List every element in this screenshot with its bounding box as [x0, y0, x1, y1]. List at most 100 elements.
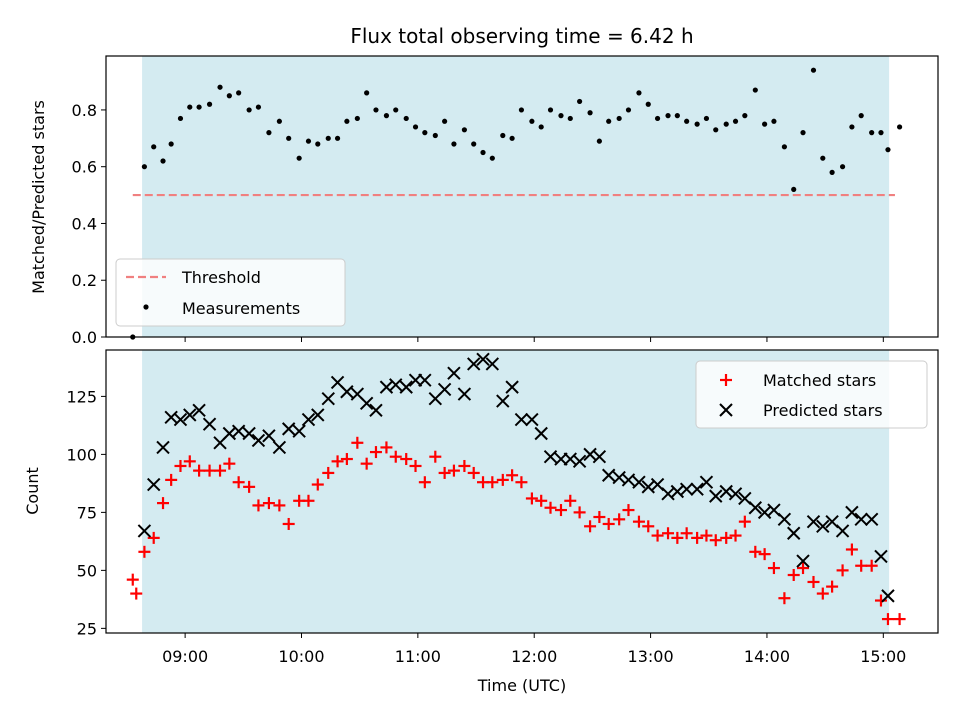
measurement-point: [577, 98, 583, 105]
bottom-x-axis: 09:00 10:00 11:00 12:00 13:00 14:00 15:00: [162, 633, 906, 666]
matched-star-point: [380, 441, 393, 454]
chart-title: Flux total observing time = 6.42 h: [350, 24, 693, 48]
measurement-point: [255, 104, 262, 110]
matched-star-point: [302, 494, 315, 507]
measurement-point: [480, 149, 486, 156]
predicted-star-point: [728, 487, 743, 501]
predicted-star-point: [806, 514, 821, 529]
measurement-point: [344, 118, 350, 124]
matched-star-point: [554, 504, 567, 517]
matched-star-point: [458, 459, 471, 472]
matched-star-point: [855, 559, 868, 572]
bottom-x-tick-label: 13:00: [628, 647, 674, 666]
matched-star-point: [662, 527, 675, 540]
measurement-point: [296, 155, 302, 161]
measurement-point: [606, 118, 612, 124]
matched-star-point: [147, 531, 160, 544]
top-data-layer: [130, 67, 903, 340]
measurement-point: [636, 90, 642, 96]
matched-star-point: [874, 594, 887, 607]
measurement-point: [451, 141, 457, 147]
matched-star-point: [311, 478, 324, 491]
matched-star-point: [262, 497, 275, 510]
predicted-star-point: [192, 403, 206, 418]
matched-star-point: [642, 520, 655, 533]
measurement-point: [226, 93, 232, 99]
predicted-star-point: [534, 426, 548, 441]
measurement-point: [461, 127, 467, 133]
matched-star-point: [467, 466, 480, 479]
matched-star-point: [486, 476, 499, 489]
matched-star-point: [584, 520, 597, 533]
matched-star-point: [738, 515, 751, 528]
measurement-point: [177, 115, 184, 122]
measurement-point: [723, 121, 729, 127]
matched-star-point: [778, 592, 791, 605]
predicted-star-point: [777, 512, 792, 527]
predicted-star-point: [816, 519, 830, 534]
matched-star-point: [671, 531, 684, 544]
measurement-point: [187, 104, 193, 110]
matched-star-point: [203, 464, 216, 477]
matched-star-point: [826, 580, 839, 593]
matched-star-point: [232, 476, 245, 489]
measurement-point: [236, 90, 242, 96]
measurement-point: [500, 132, 506, 139]
legend-measurements-swatch: [143, 304, 149, 310]
measurement-point: [820, 155, 826, 161]
top-panel: 0.00.20.40.60.8 Matched/Predicted stars …: [29, 55, 939, 347]
bottom-data-layer: [126, 352, 906, 626]
predicted-star-point: [787, 526, 801, 540]
measurement-point: [315, 141, 321, 147]
predicted-star-point: [272, 440, 287, 455]
measurement-point: [849, 124, 855, 130]
measurement-point: [810, 67, 817, 73]
measurement-point: [217, 84, 223, 90]
bottom-y-tick-label: 25: [77, 619, 97, 638]
legend-threshold-label: Threshold: [181, 268, 261, 287]
measurement-point: [839, 164, 846, 170]
measurement-point: [829, 169, 835, 175]
measurement-point: [160, 158, 166, 164]
predicted-star-point: [835, 524, 850, 538]
predicted-star-point: [709, 489, 723, 503]
measurement-point: [684, 118, 690, 124]
measurement-point: [713, 127, 719, 133]
predicted-star-point: [156, 440, 170, 455]
bottom-x-tick-label: 12:00: [511, 647, 557, 666]
top-legend: Threshold Measurements: [115, 258, 346, 327]
matched-star-point: [535, 494, 548, 507]
predicted-star-point: [389, 378, 403, 392]
predicted-star-point: [321, 392, 335, 406]
measurement-point: [732, 118, 739, 124]
bottom-y-axis-label: Count: [23, 467, 42, 515]
predicted-star-point: [864, 512, 879, 527]
measurement-point: [742, 113, 748, 119]
matched-star-point: [797, 562, 810, 575]
predicted-star-point: [476, 352, 490, 366]
measurement-point: [196, 104, 202, 110]
matched-star-point: [252, 499, 265, 512]
measurement-point: [694, 121, 700, 127]
measurement-point: [654, 115, 661, 122]
matched-star-point: [816, 587, 829, 600]
predicted-star-point: [281, 422, 296, 436]
predicted-star-point: [699, 475, 714, 489]
measurement-point: [286, 135, 292, 141]
matched-star-point: [183, 455, 196, 468]
predicted-star-point: [311, 408, 325, 422]
matched-star-point: [622, 504, 635, 517]
matched-star-point: [651, 529, 664, 542]
matched-star-point: [193, 464, 206, 477]
matched-star-point: [709, 534, 722, 547]
predicted-star-point: [147, 477, 161, 492]
bottom-y-tick-label: 50: [77, 561, 97, 580]
bottom-x-axis-label: Time (UTC): [477, 676, 566, 695]
legend-predicted-swatch: [719, 403, 733, 417]
predicted-star-point: [679, 482, 694, 496]
measurement-point: [538, 124, 544, 130]
measurement-point: [266, 130, 272, 136]
matched-star-point: [351, 436, 364, 449]
measurement-point: [168, 141, 174, 147]
matched-star-point: [680, 527, 693, 540]
